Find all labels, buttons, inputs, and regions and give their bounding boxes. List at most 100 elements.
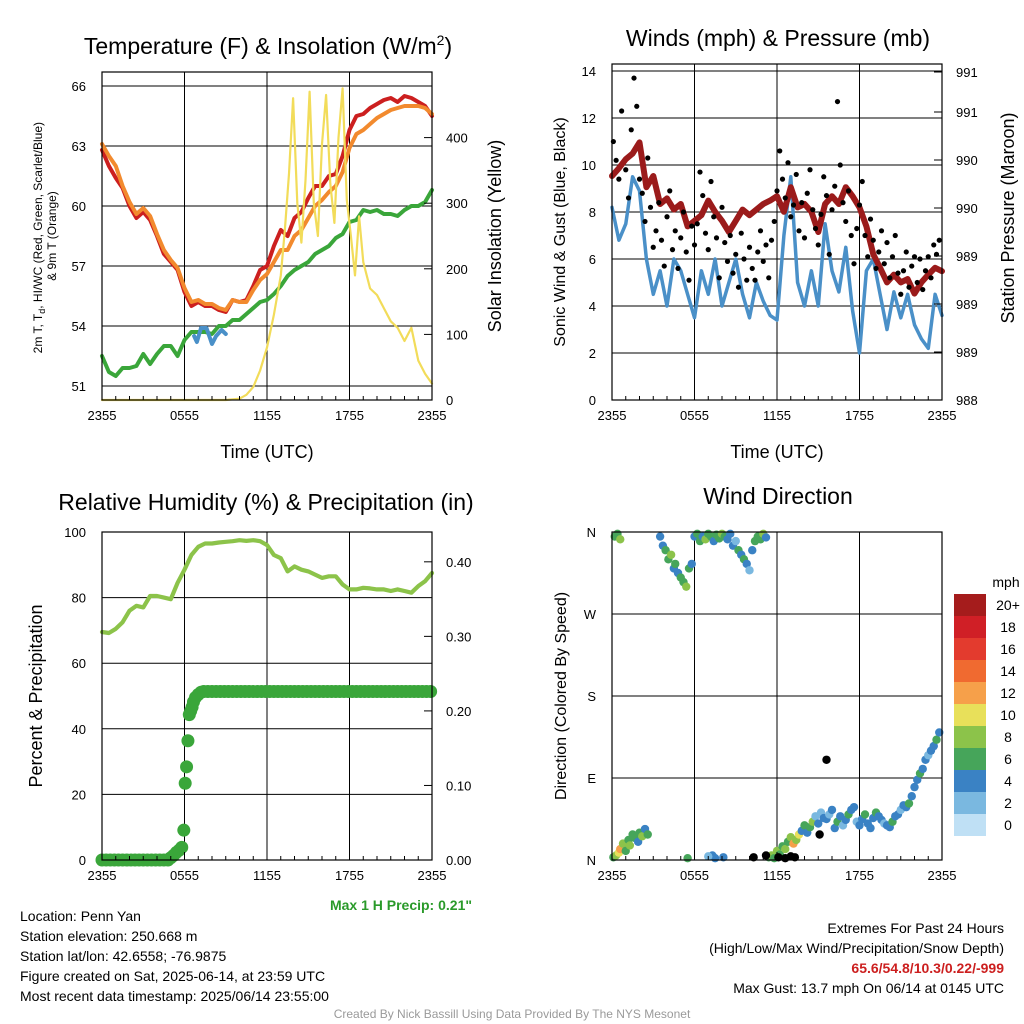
y2-tick-label: 988 <box>956 393 978 408</box>
direction-point <box>742 559 751 569</box>
gust-point <box>922 268 929 274</box>
y-tick-label: 14 <box>582 64 596 79</box>
gust-point <box>658 237 665 243</box>
gust-point <box>766 275 772 281</box>
gust-point <box>645 155 651 161</box>
gust-point <box>898 291 904 297</box>
direction-point <box>655 532 665 541</box>
temperature-panel: Temperature (F) & Insolation (W/m2) 2355… <box>31 32 505 462</box>
dew-line <box>100 188 434 378</box>
wind-xlabel: Time (UTC) <box>730 442 823 462</box>
gust-point <box>799 200 805 206</box>
y-tick-label: 40 <box>72 722 86 737</box>
gust-point <box>628 127 634 133</box>
direction-point <box>935 728 944 737</box>
direction-point <box>932 735 941 744</box>
x-tick-label: 0555 <box>170 408 199 423</box>
gust-point <box>900 268 907 274</box>
gust-point <box>760 258 766 264</box>
gust-point <box>689 223 695 229</box>
direction-point <box>781 844 790 854</box>
temp-title: Temperature (F) & Insolation (W/m2) <box>84 32 452 59</box>
x-tick-label: 2355 <box>928 408 957 423</box>
legend-label: 18 <box>1000 619 1016 635</box>
gust-point <box>625 195 632 201</box>
direction-point <box>774 853 783 862</box>
direction-point <box>790 853 800 862</box>
gust-point <box>680 209 687 215</box>
x-tick-label: 2355 <box>88 868 117 883</box>
legend-swatch <box>954 726 986 748</box>
gust-point <box>683 249 689 255</box>
gust-point <box>862 232 868 239</box>
y-tick-label: 100 <box>64 525 86 540</box>
direction-point <box>683 853 692 863</box>
legend-swatch <box>954 704 986 726</box>
direction-point <box>904 799 914 808</box>
temp-ylabel: 2m T, Td, HI/WC (Red, Green, Scarlet/Blu… <box>31 119 59 354</box>
rh-line <box>99 538 435 636</box>
direction-panel: Wind Direction 2355 0555 1155 1755 2355NESWN… <box>553 483 1020 883</box>
y2-tick-label: 0.00 <box>446 853 471 868</box>
gust-point <box>870 237 876 243</box>
x-tick-label: 1155 <box>763 408 791 423</box>
gust-point <box>818 211 824 217</box>
gust-point <box>829 207 835 213</box>
legend-swatch <box>954 660 986 682</box>
direction-point <box>748 546 757 555</box>
direction-point <box>855 821 864 830</box>
gust-point <box>675 265 681 272</box>
gust-point <box>859 178 865 185</box>
gust-point <box>876 249 882 255</box>
gust-point <box>672 228 678 234</box>
direction-point <box>726 529 735 539</box>
gust-point <box>656 200 662 206</box>
gust-point <box>713 235 720 241</box>
x-tick-label: 2355 <box>418 868 447 883</box>
legend-swatch <box>954 638 986 660</box>
legend-swatch <box>954 814 986 836</box>
credit-line: Created By Nick Bassill Using Data Provi… <box>333 1007 691 1021</box>
dir-title: Wind Direction <box>703 483 853 509</box>
gust-point <box>788 214 794 220</box>
y2-tick-label: 0.40 <box>446 555 471 570</box>
y-tick-label: N <box>587 525 596 540</box>
y2-tick-label: 989 <box>956 297 978 312</box>
extremes-gust: Max Gust: 13.7 mph On 06/14 at 0145 UTC <box>733 980 1004 996</box>
y2-tick-label: 100 <box>446 327 468 342</box>
info-elevation: Station elevation: 250.668 m <box>20 928 198 944</box>
gust-point <box>647 204 654 210</box>
y2-tick-label: 989 <box>956 345 978 360</box>
solar-ylabel: Solar Insolation (Yellow) <box>485 140 505 332</box>
precip-point <box>175 840 189 854</box>
legend-label: 6 <box>1004 751 1012 767</box>
y-tick-label: 12 <box>582 111 596 126</box>
y2-tick-label: 991 <box>956 65 978 80</box>
direction-point <box>671 559 680 569</box>
x-tick-label: 0555 <box>170 868 199 883</box>
gust-point <box>686 277 692 283</box>
chill-line <box>192 326 228 346</box>
rh-panel: Relative Humidity (%) & Precipitation (i… <box>26 489 474 913</box>
gust-point <box>793 171 799 178</box>
y-tick-label: S <box>587 689 596 704</box>
gust-point <box>697 169 703 175</box>
gust-point <box>887 275 893 281</box>
y-tick-label: 20 <box>72 787 86 802</box>
extremes-subtitle: (High/Low/Max Wind/Precipitation/Snow De… <box>709 940 1004 956</box>
gust-point <box>702 230 709 236</box>
precip-point <box>178 776 192 790</box>
direction-point <box>643 830 652 839</box>
gust-point <box>642 218 648 225</box>
x-tick-label: 1755 <box>335 408 364 423</box>
direction-point <box>731 536 740 546</box>
precip-point <box>424 685 438 699</box>
pressure-ylabel: Station Pressure (Maroon) <box>998 112 1018 323</box>
gust-point <box>777 148 783 154</box>
gust-point <box>867 216 874 222</box>
gust-point <box>774 188 780 194</box>
gust-point <box>909 263 915 269</box>
y2-tick-label: 200 <box>446 262 468 277</box>
direction-point <box>616 535 625 544</box>
